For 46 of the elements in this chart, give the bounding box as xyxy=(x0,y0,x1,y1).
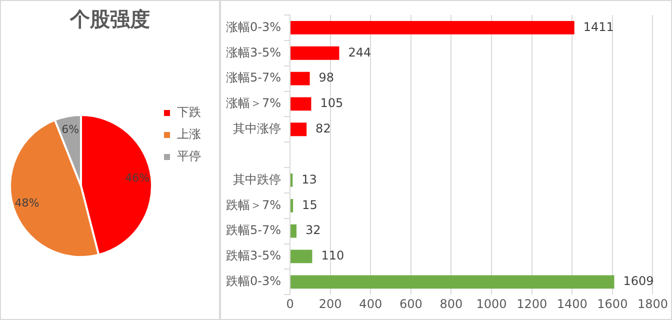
data-label: 1411 xyxy=(583,20,614,34)
x-tick-label: 400 xyxy=(359,296,382,311)
y-tick-label: 跌幅0-3% xyxy=(226,274,282,288)
x-tick-label: 1000 xyxy=(476,296,507,311)
bar xyxy=(290,46,340,60)
y-tick-label: 其中涨停 xyxy=(233,122,282,136)
data-label: 98 xyxy=(318,70,334,85)
bar xyxy=(290,97,312,111)
data-label: 1609 xyxy=(623,274,654,288)
x-tick-label: 1800 xyxy=(637,296,668,311)
data-label: 110 xyxy=(321,248,344,263)
x-tick-label: 200 xyxy=(318,296,342,311)
data-label: 15 xyxy=(302,198,318,212)
y-tick-label: 跌幅3-5% xyxy=(226,248,282,263)
x-tick-label: 0 xyxy=(286,296,294,311)
bar xyxy=(290,122,307,136)
data-label: 105 xyxy=(320,96,344,110)
bar xyxy=(290,275,614,289)
legend-label: 平停 xyxy=(177,149,201,164)
y-tick-label: 其中跌停 xyxy=(233,172,282,186)
data-label: 6% xyxy=(62,123,80,136)
data-label: 32 xyxy=(305,223,321,238)
y-tick-label: 涨幅3-5% xyxy=(226,45,282,60)
bar xyxy=(290,72,310,86)
x-tick-label: 1200 xyxy=(516,296,548,311)
x-tick-label: 800 xyxy=(440,296,463,311)
legend-label: 上涨 xyxy=(177,127,201,142)
chart-title: 个股强度 xyxy=(69,7,150,32)
y-tick-label: 涨幅0-3% xyxy=(226,20,282,34)
bar xyxy=(290,224,296,238)
data-label: 244 xyxy=(348,45,372,60)
bar xyxy=(290,250,312,264)
y-tick-label: 跌幅＞7% xyxy=(226,198,282,212)
x-tick-label: 1400 xyxy=(556,296,588,311)
bar xyxy=(290,198,294,212)
data-label: 48% xyxy=(14,196,40,210)
y-tick-label: 涨幅＞7% xyxy=(226,96,282,110)
data-label: 46% xyxy=(125,172,150,185)
y-tick-label: 跌幅5-7% xyxy=(226,223,282,238)
data-label: 13 xyxy=(302,172,317,186)
y-tick-label: 涨幅5-7% xyxy=(226,70,282,85)
x-tick-label: 1600 xyxy=(597,296,628,311)
x-tick-label: 600 xyxy=(399,296,422,311)
data-label: 82 xyxy=(316,122,331,136)
bar xyxy=(290,21,574,34)
legend-label: 下跌 xyxy=(177,105,201,120)
